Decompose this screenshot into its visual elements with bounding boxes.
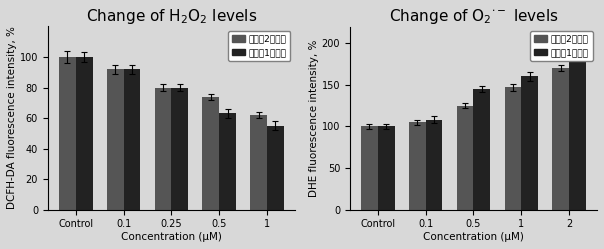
Bar <box>361 126 378 210</box>
Bar <box>457 106 474 210</box>
Bar <box>155 87 172 210</box>
Bar <box>219 114 236 210</box>
Bar <box>504 87 521 210</box>
Bar <box>409 122 426 210</box>
X-axis label: Concentration (μM): Concentration (μM) <box>121 232 222 242</box>
Bar <box>378 126 394 210</box>
Bar <box>552 68 569 210</box>
Bar <box>59 57 76 210</box>
Y-axis label: DCFH-DA fluorescence intensity, %: DCFH-DA fluorescence intensity, % <box>7 27 17 209</box>
Bar <box>267 126 284 210</box>
Legend: 实施夂2化合物, 实施夂1化合物: 实施夂2化合物, 实施夂1化合物 <box>530 31 593 61</box>
Bar <box>250 115 267 210</box>
X-axis label: Concentration (μM): Concentration (μM) <box>423 232 524 242</box>
Y-axis label: DHE fluorescence intensity, %: DHE fluorescence intensity, % <box>309 39 319 197</box>
Bar <box>107 69 124 210</box>
Bar <box>569 55 586 210</box>
Bar <box>426 120 442 210</box>
Bar <box>521 76 538 210</box>
Legend: 实施夂2化合物, 实施夂1化合物: 实施夂2化合物, 实施夂1化合物 <box>228 31 291 61</box>
Bar <box>202 97 219 210</box>
Bar <box>172 87 188 210</box>
Bar <box>474 89 490 210</box>
Title: Change of O$_2$$^{\cdot-}$ levels: Change of O$_2$$^{\cdot-}$ levels <box>388 7 558 26</box>
Bar <box>124 69 140 210</box>
Bar <box>76 57 92 210</box>
Title: Change of H$_2$O$_2$ levels: Change of H$_2$O$_2$ levels <box>86 7 257 26</box>
